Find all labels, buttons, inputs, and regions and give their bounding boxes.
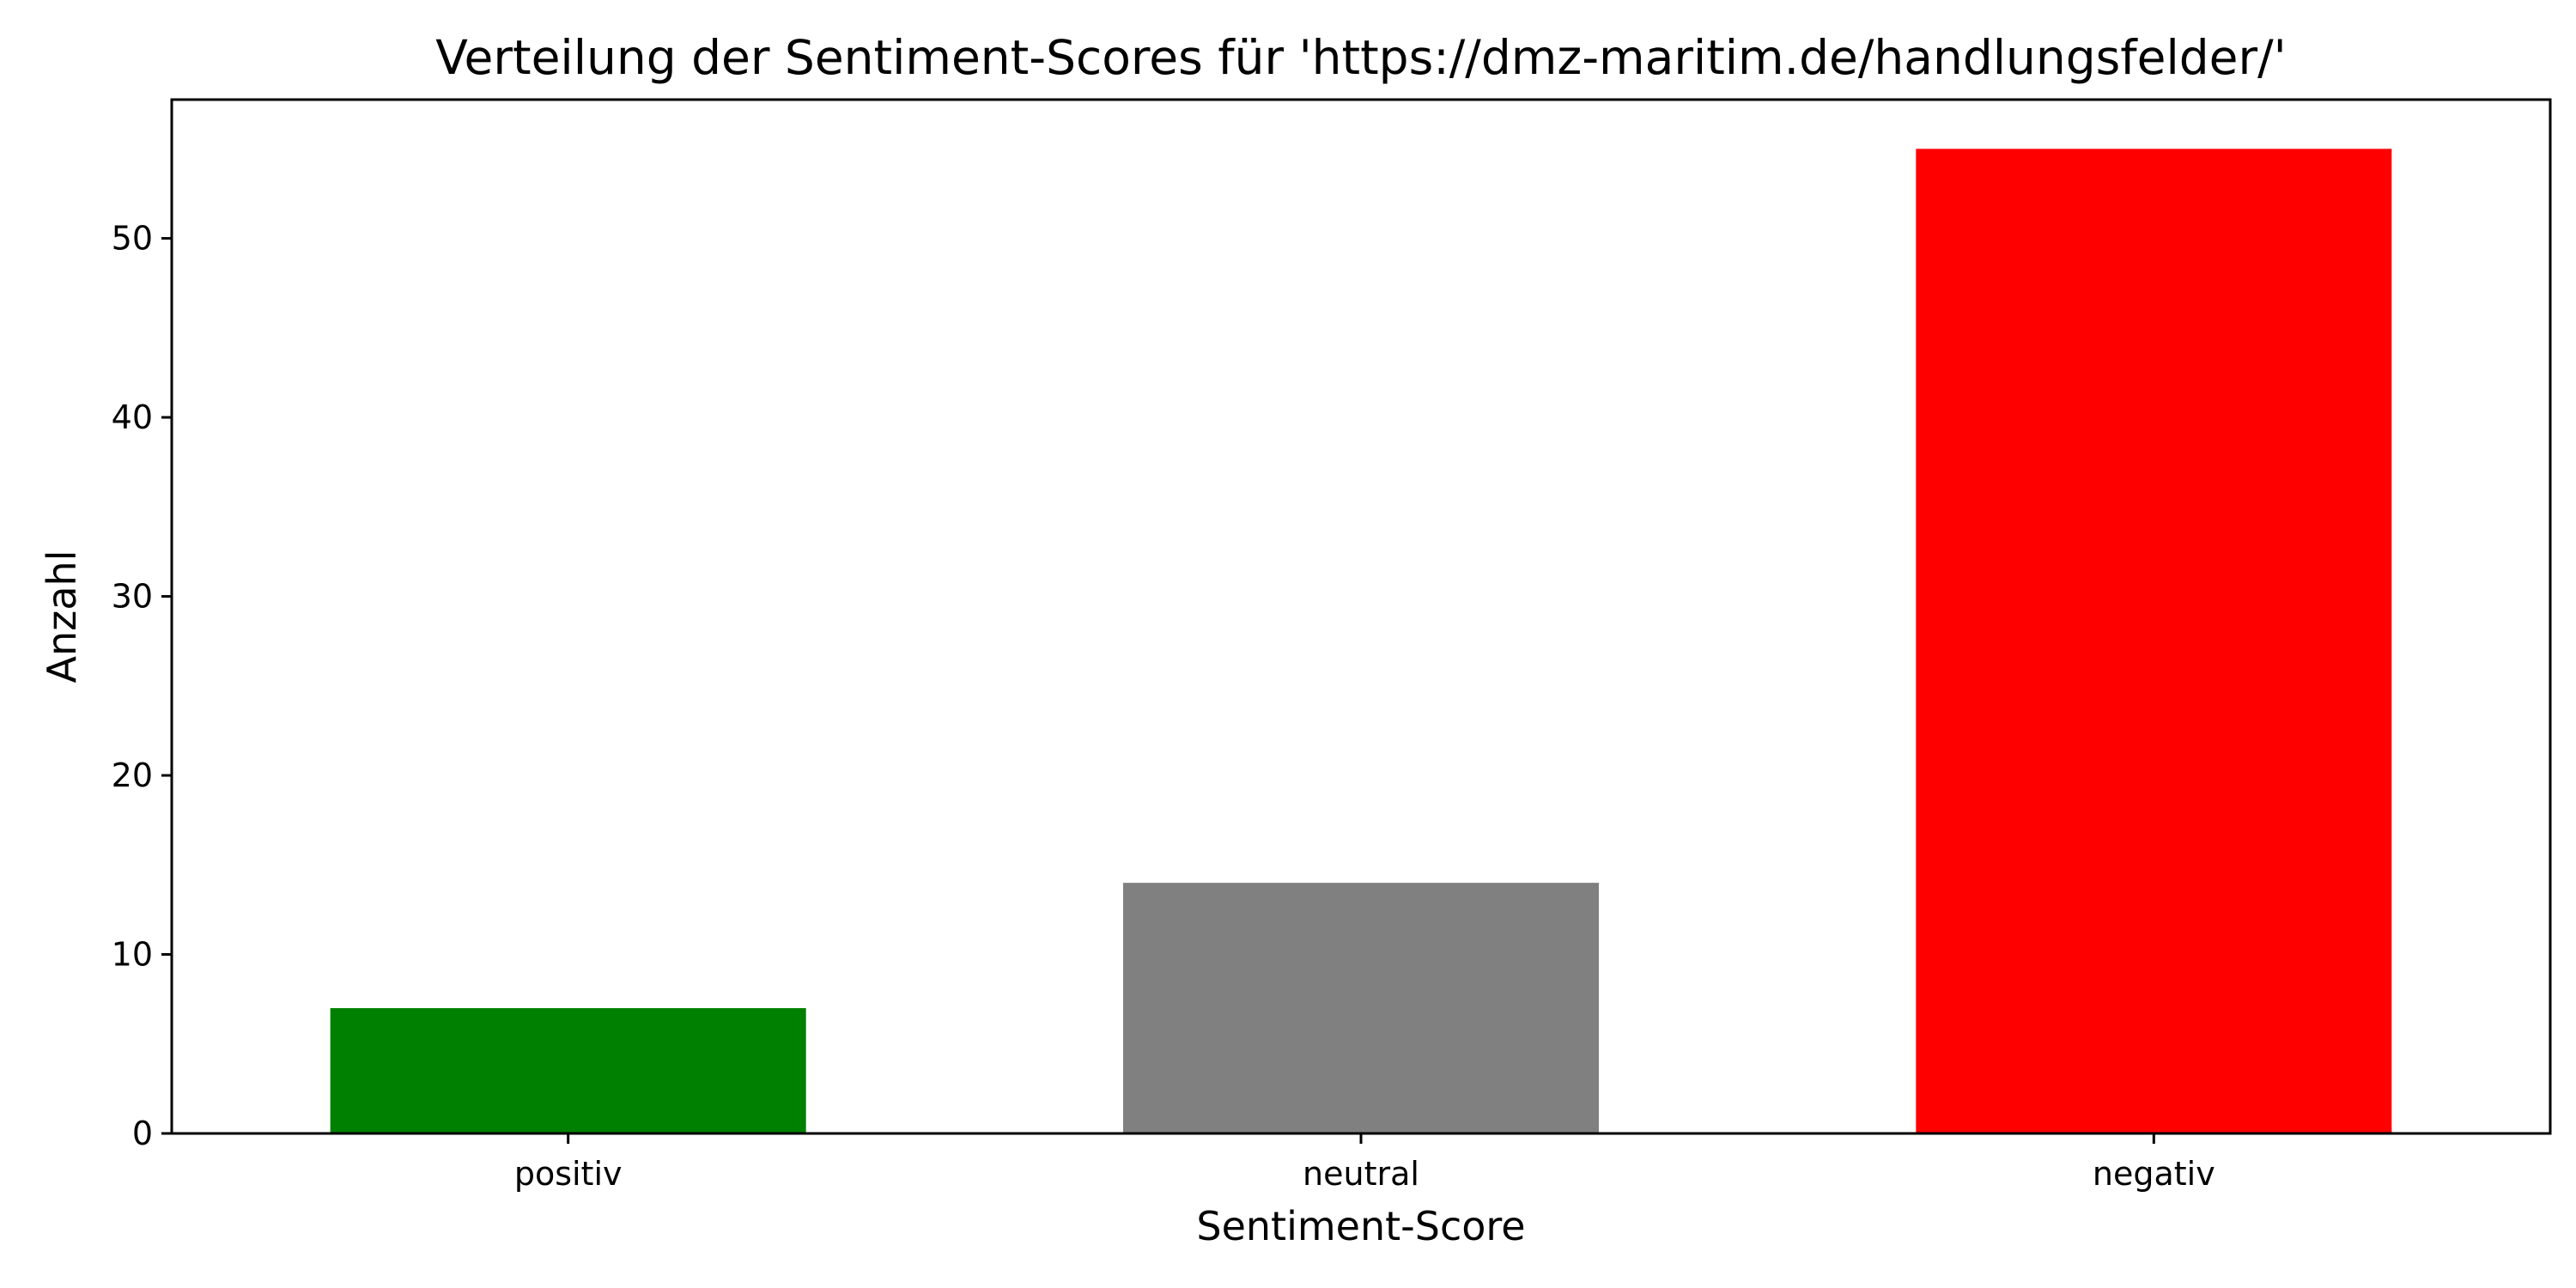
- y-tick-label-40: 40: [112, 398, 153, 436]
- x-axis-title: Sentiment-Score: [1196, 1203, 1525, 1249]
- y-tick-label-0: 0: [132, 1115, 153, 1152]
- y-tick-label-30: 30: [112, 578, 153, 616]
- x-tick-label-negativ: negativ: [2093, 1155, 2215, 1193]
- y-tick-label-20: 20: [112, 756, 153, 794]
- bar-positiv: [330, 1008, 806, 1133]
- y-axis-title: Anzahl: [39, 550, 85, 683]
- chart-title: Verteilung der Sentiment-Scores für 'htt…: [435, 30, 2287, 85]
- bar-neutral: [1123, 883, 1599, 1133]
- bar-negativ: [1916, 149, 2392, 1133]
- y-tick-label-10: 10: [112, 936, 153, 974]
- x-tick-label-positiv: positiv: [514, 1155, 623, 1193]
- plot-area: 0 10 20 30 40 50 positiv neutral negativ: [112, 98, 2552, 1193]
- y-tick-label-50: 50: [112, 220, 153, 258]
- x-tick-label-neutral: neutral: [1303, 1155, 1419, 1193]
